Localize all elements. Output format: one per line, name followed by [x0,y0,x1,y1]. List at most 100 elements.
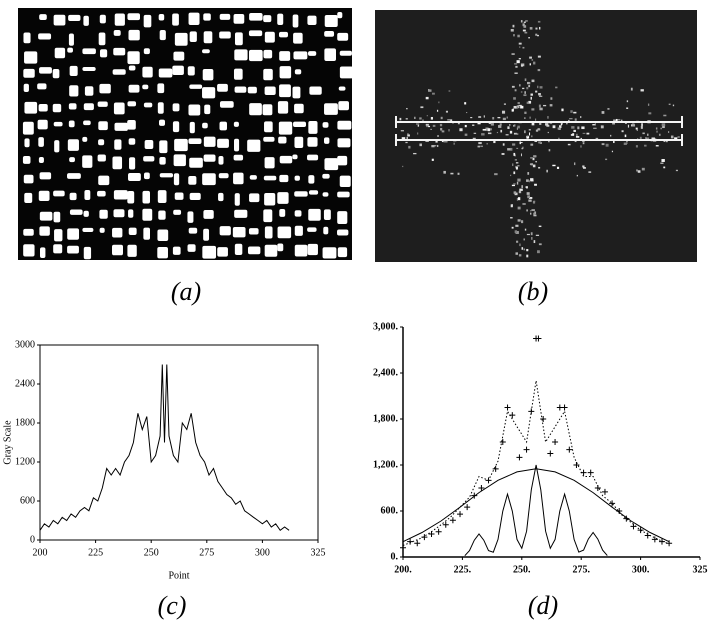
image-a-texture [22,12,354,260]
speckle [507,148,511,151]
speckle [580,116,582,119]
texture-blob [323,226,329,235]
texture-blob [38,33,52,40]
speckle [593,127,597,129]
speckle [511,184,515,187]
speckle [533,155,537,158]
speckle [519,188,523,191]
texture-blob [39,14,47,21]
texture-blob [202,69,214,81]
texture-blob [157,102,164,114]
texture-blob [24,192,33,204]
speckle [605,158,608,161]
speckle [517,34,520,38]
texture-blob [174,138,188,152]
speckle [496,131,499,134]
speckle [548,149,551,152]
texture-blob [83,246,92,260]
speckle [526,179,529,182]
speckle [627,124,630,128]
speckle [535,118,537,121]
speckle [527,172,530,175]
texture-blob [39,67,52,74]
speckle [535,33,538,36]
speckle [518,58,521,60]
texture-blob [264,121,273,133]
y-axis-title: Gray Scale [2,420,13,465]
texture-blob [158,210,166,220]
speckle [546,125,550,127]
texture-blob [127,13,140,21]
texture-blob [234,138,240,152]
speckle [572,133,575,136]
speckle [547,131,549,134]
speckle [486,142,488,145]
speckle [516,127,518,130]
speckle [502,143,505,146]
texture-blob [53,211,61,223]
texture-blob [264,244,278,257]
texture-blob [159,156,166,165]
texture-blob [279,208,286,217]
plus-marker [566,446,573,453]
plus-marker [414,540,421,547]
texture-blob [173,154,186,167]
speckle [522,23,525,27]
speckle [527,135,529,137]
texture-blob [82,48,96,55]
texture-blob [249,193,260,203]
speckle [561,108,564,112]
texture-blob [112,227,123,238]
speckle [557,127,561,130]
x-tick-label: 225 [88,547,103,558]
speckle [472,124,475,126]
texture-blob [98,32,106,46]
texture-blob [68,103,77,110]
plus-marker [435,528,442,535]
texture-blob [99,227,105,233]
texture-blob [323,209,331,221]
speckle [516,197,518,201]
speckle [510,217,513,219]
texture-blob [307,154,319,161]
plus-marker [499,439,506,445]
texture-blob [337,155,348,166]
texture-blob [278,136,287,144]
speckle [642,132,645,135]
texture-blob [324,30,335,37]
speckle [640,89,644,92]
speckle [582,167,586,169]
speckle [516,60,520,64]
texture-blob [143,227,151,240]
speckle [422,119,424,122]
texture-blob [69,209,83,215]
speckle [605,143,609,147]
speckle [571,126,575,129]
speckle [624,134,627,138]
speckle [413,152,417,155]
texture-blob [143,102,153,108]
y-tick-label: 2400 [15,378,35,389]
texture-blob [157,229,169,242]
texture-blob [337,229,349,236]
texture-blob [97,154,106,162]
texture-blob [202,49,210,54]
texture-blob [189,84,203,89]
speckle [405,141,408,144]
speckle [514,63,518,65]
texture-blob [249,175,257,180]
texture-blob [279,84,291,98]
speckle [449,119,453,123]
speckle [655,127,658,130]
speckle [570,110,573,113]
speckle [408,145,411,149]
speckle [477,145,481,148]
texture-blob [189,192,201,200]
speckle [487,132,492,135]
texture-blob [277,192,289,204]
plus-marker [561,404,568,411]
x-tick-label: 325 [311,547,326,558]
texture-blob [338,101,349,111]
speckle [520,63,525,67]
speckle [531,59,534,61]
